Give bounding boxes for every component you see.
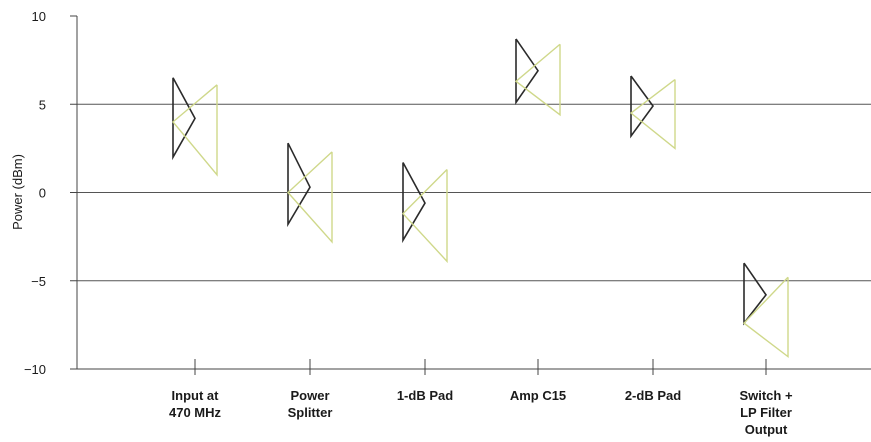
light-range-marker-4 bbox=[629, 78, 676, 150]
y-tick-label: 5 bbox=[39, 97, 46, 112]
y-tick-label: −10 bbox=[24, 362, 46, 377]
labels: 10 5 0 −5 −10 Input at 470 MHz Power Splitter 1-d… bbox=[24, 9, 793, 437]
y-tick-label: 0 bbox=[39, 186, 46, 201]
y-tick-label: −5 bbox=[31, 274, 46, 289]
category-label: 1-dB Pad bbox=[397, 388, 453, 403]
gridlines bbox=[77, 103, 871, 282]
category-label: Input at 470 MHz bbox=[169, 388, 222, 420]
category-label: Power Splitter bbox=[288, 388, 333, 420]
dark-range-marker-3 bbox=[515, 38, 539, 106]
category-label: Switch + LP Filter Output bbox=[739, 388, 793, 437]
dark-range-marker-1 bbox=[287, 142, 311, 228]
range-markers bbox=[172, 38, 789, 359]
y-axis-title: Power (dBm) bbox=[10, 154, 25, 230]
dark-range-marker-2 bbox=[402, 162, 426, 244]
category-label: Amp C15 bbox=[510, 388, 566, 403]
dark-range-marker-4 bbox=[630, 75, 654, 139]
light-range-marker-2 bbox=[402, 169, 448, 264]
light-range-marker-0 bbox=[172, 84, 218, 177]
light-range-marker-1 bbox=[287, 151, 333, 244]
category-label: 2-dB Pad bbox=[625, 388, 681, 403]
light-range-marker-5 bbox=[742, 276, 789, 359]
dark-range-marker-5 bbox=[743, 262, 767, 326]
dark-range-marker-0 bbox=[172, 77, 196, 161]
y-tick-label: 10 bbox=[32, 9, 46, 24]
light-range-marker-3 bbox=[514, 43, 561, 117]
axes bbox=[70, 15, 871, 375]
